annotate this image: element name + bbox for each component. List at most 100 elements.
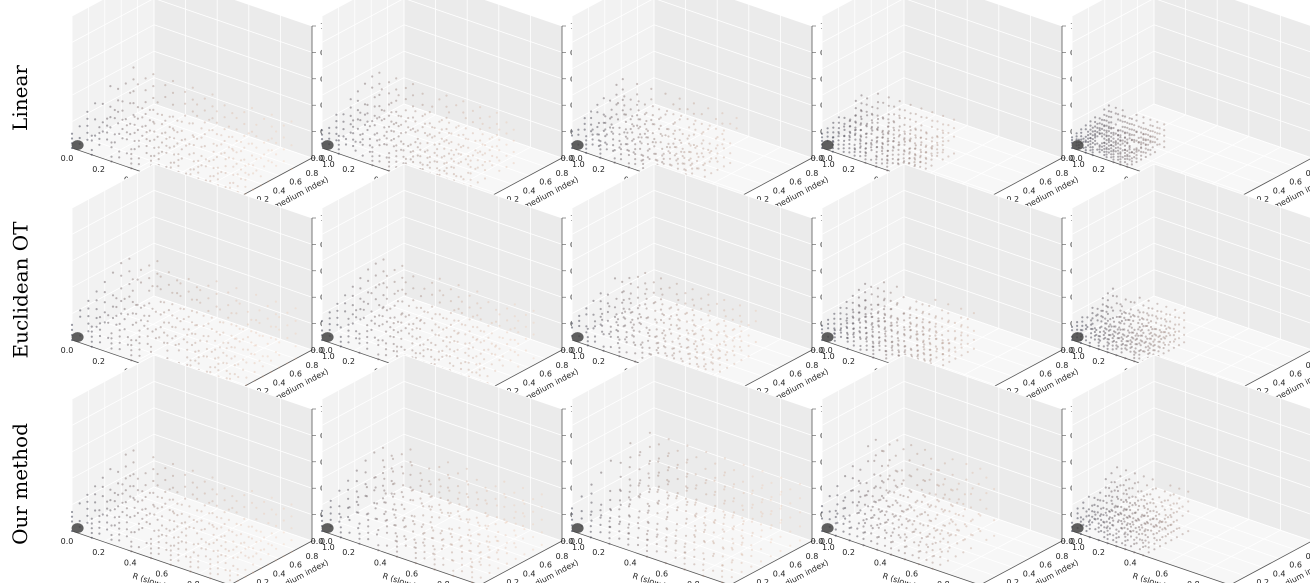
data-point	[664, 346, 667, 349]
data-point	[220, 170, 223, 174]
data-point	[710, 337, 713, 341]
data-point	[130, 157, 133, 160]
data-point	[270, 161, 273, 164]
origin-cluster	[321, 140, 334, 151]
data-point	[388, 156, 391, 159]
data-point	[165, 548, 168, 551]
z-tick-label: 0.0	[820, 154, 833, 163]
data-point	[358, 332, 361, 335]
data-point	[735, 116, 738, 120]
data-point	[875, 155, 878, 158]
data-point	[928, 337, 931, 340]
data-point	[629, 127, 632, 131]
data-point	[1128, 331, 1131, 334]
data-point	[448, 527, 451, 530]
data-point	[232, 157, 235, 160]
data-point	[481, 164, 484, 167]
data-point	[356, 118, 359, 121]
data-point	[637, 127, 640, 130]
data-point	[160, 141, 164, 144]
data-point	[195, 324, 198, 327]
gridline	[603, 306, 686, 352]
data-point	[909, 306, 912, 309]
data-point	[118, 521, 121, 524]
data-point	[934, 298, 937, 301]
data-point	[896, 337, 899, 340]
data-point	[236, 185, 239, 188]
data-point	[1103, 108, 1106, 111]
data-point	[364, 459, 367, 462]
data-point	[1156, 138, 1159, 141]
data-point	[1149, 141, 1152, 144]
data-point	[1124, 347, 1127, 350]
data-point	[118, 527, 121, 530]
data-point	[897, 163, 900, 166]
data-point	[290, 503, 293, 506]
data-point	[866, 122, 869, 125]
data-point	[820, 324, 824, 327]
y-tick-label: 1.0	[322, 543, 335, 552]
data-point	[865, 125, 868, 128]
data-point	[419, 142, 422, 145]
gridline	[403, 486, 563, 542]
gridline	[1071, 242, 1155, 288]
data-point	[294, 332, 297, 335]
data-point	[278, 328, 281, 331]
data-point	[243, 494, 246, 497]
data-point	[1138, 342, 1141, 345]
data-point	[191, 493, 194, 496]
data-point	[475, 491, 478, 494]
data-point	[243, 517, 246, 520]
data-point	[351, 313, 354, 316]
data-point	[436, 154, 439, 157]
data-point	[859, 348, 862, 351]
data-point	[880, 149, 884, 153]
data-point	[871, 328, 874, 331]
data-point	[1112, 131, 1115, 134]
x-tick-label: 0.0	[311, 154, 324, 163]
gridline	[1088, 330, 1247, 386]
data-point	[106, 528, 109, 531]
data-point	[532, 357, 535, 360]
data-point	[474, 139, 477, 142]
gridline	[571, 460, 655, 505]
data-point	[1140, 136, 1143, 139]
data-point	[195, 286, 198, 289]
data-point	[467, 163, 470, 166]
data-point	[504, 521, 507, 524]
data-point	[176, 514, 179, 517]
data-point	[129, 485, 132, 488]
data-point	[596, 103, 599, 106]
data-point	[681, 162, 684, 165]
data-point	[615, 103, 618, 106]
origin-cluster	[321, 332, 334, 343]
data-point	[190, 332, 194, 335]
data-point	[130, 339, 133, 342]
data-point	[121, 510, 124, 514]
data-point	[144, 472, 147, 475]
data-point	[111, 316, 115, 320]
gridline	[734, 0, 813, 27]
data-point	[621, 301, 624, 304]
data-point	[196, 532, 199, 535]
data-point	[458, 503, 461, 506]
data-point	[1123, 322, 1126, 325]
data-point	[165, 527, 168, 530]
data-point	[903, 143, 906, 146]
data-point	[913, 156, 916, 160]
data-point	[431, 293, 434, 296]
data-point	[347, 506, 350, 509]
data-point	[606, 293, 609, 296]
data-point	[715, 323, 719, 326]
data-point	[898, 116, 901, 120]
data-point	[726, 366, 729, 369]
data-point	[586, 327, 589, 330]
data-point	[859, 337, 862, 340]
data-point	[625, 331, 628, 334]
x-tick-label: 0.0	[1061, 154, 1074, 163]
data-point	[846, 331, 849, 334]
data-point	[1162, 341, 1165, 344]
data-point	[222, 361, 225, 364]
data-point	[128, 257, 131, 260]
data-point	[199, 339, 202, 342]
